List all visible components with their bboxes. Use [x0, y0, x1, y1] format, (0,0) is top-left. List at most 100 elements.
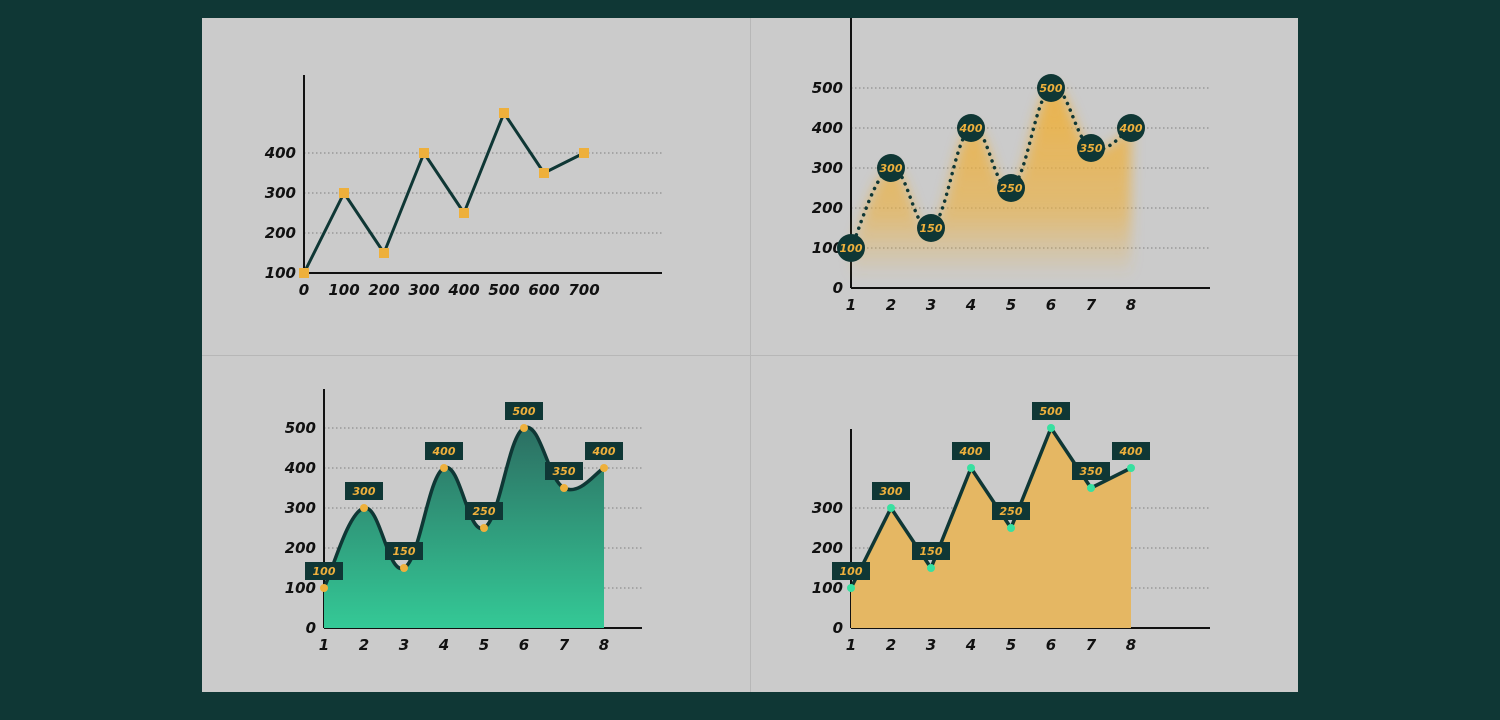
chart-4-value-label: 350	[1080, 465, 1103, 478]
chart-2-y-tick-label: 300	[812, 159, 843, 177]
chart-3-y-tick-label: 300	[285, 499, 316, 517]
chart-1-x-tick-label: 300	[408, 281, 439, 299]
chart-4-value-label: 250	[1000, 505, 1023, 518]
chart-3-value-label: 150	[393, 545, 416, 558]
chart-2-point-circle	[957, 114, 985, 142]
chart-3-point-marker	[480, 524, 488, 532]
chart-2-area-fill	[851, 87, 1131, 278]
chart-4-value-label-box	[1072, 462, 1110, 480]
chart-3-area-fill	[324, 427, 604, 628]
chart-4-value-label: 100	[840, 565, 863, 578]
chart-4-value-label: 150	[920, 545, 943, 558]
chart-4-value-label: 400	[1119, 445, 1143, 458]
chart-3-point-marker	[560, 484, 568, 492]
chart-3-y-tick-label: 0	[306, 619, 316, 637]
chart-2-value-label: 250	[1000, 182, 1023, 195]
chart-1-square-marker	[299, 268, 309, 278]
chart-2-value-label: 500	[1040, 82, 1063, 95]
chart-2-value-label: 100	[840, 242, 863, 255]
chart-2-point-marker: 350	[1077, 134, 1105, 162]
chart-2-point-circle	[1117, 114, 1145, 142]
chart-3-x-tick-label: 4	[438, 636, 449, 654]
chart-2-point-marker: 100	[837, 234, 865, 262]
chart-3-y-tick-label: 500	[285, 419, 316, 437]
chart-2-point-marker: 400	[957, 114, 985, 142]
chart-1-square-marker	[539, 168, 549, 178]
chart-4-value-label-box	[1032, 402, 1070, 420]
horizontal-divider	[202, 355, 1298, 356]
chart-3-value-label: 500	[513, 405, 536, 418]
chart-4-point-marker	[1007, 524, 1015, 532]
chart-3-y-tick-label: 200	[285, 539, 316, 557]
chart-4-value-label: 500	[1040, 405, 1063, 418]
chart-4-value-label: 400	[959, 445, 983, 458]
chart-2-y-tick-label: 500	[812, 79, 843, 97]
chart-3-x-tick-label: 8	[599, 636, 609, 654]
chart-4-x-tick-label: 7	[1086, 636, 1097, 654]
chart-4-x-tick-label: 6	[1046, 636, 1056, 654]
chart-3-y-tick-label: 400	[284, 459, 316, 477]
chart-3-value-label-box	[465, 502, 503, 520]
chart-4-y-tick-label: 300	[812, 499, 843, 517]
chart-2-value-label: 150	[920, 222, 943, 235]
chart-3-point-marker	[400, 564, 408, 572]
chart-3-value-label-box	[505, 402, 543, 420]
chart-2-value-label: 400	[959, 122, 983, 135]
chart-1-square-marker	[419, 148, 429, 158]
chart-3-x-tick-label: 7	[559, 636, 570, 654]
chart-4-point-marker	[967, 464, 975, 472]
chart-1-x-tick-label: 600	[528, 281, 559, 299]
chart-3-point-marker	[360, 504, 368, 512]
chart-2-point-circle	[917, 214, 945, 242]
chart-4-value-label-box	[872, 482, 910, 500]
chart-4-point-marker	[927, 564, 935, 572]
chart-3-value-label-box	[545, 462, 583, 480]
chart-3-x-tick-label: 5	[479, 636, 489, 654]
chart-4-value-label-box	[1112, 442, 1150, 460]
chart-3-value-label: 400	[432, 445, 456, 458]
chart-3-point-marker	[520, 424, 528, 432]
chart-4-x-tick-label: 2	[886, 636, 896, 654]
chart-1-y-tick-label: 400	[264, 144, 296, 162]
chart-2-point-marker: 400	[1117, 114, 1145, 142]
chart-1-x-tick-label: 500	[488, 281, 519, 299]
chart-2-value-label: 400	[1119, 122, 1143, 135]
chart-2-y-tick-label: 0	[833, 279, 843, 297]
chart-3-value-label: 250	[473, 505, 496, 518]
chart-3-value-label-box	[305, 562, 343, 580]
chart-1-square-marker	[499, 108, 509, 118]
chart-2-point-circle	[877, 154, 905, 182]
chart-1-square-marker	[579, 148, 589, 158]
chart-board: 100 200 300 400 0 100 200 300 400 500 600 700 0 100 20…	[202, 18, 1298, 692]
chart-1-y-tick-label: 300	[265, 184, 296, 202]
chart-1-square-marker	[339, 188, 349, 198]
chart-3-value-label: 300	[353, 485, 376, 498]
chart-3-point-marker	[320, 584, 328, 592]
chart-3-value-label: 100	[313, 565, 336, 578]
chart-3-x-tick-label: 2	[359, 636, 369, 654]
chart-2-x-tick-label: 5	[1006, 296, 1016, 314]
chart-2-value-label: 300	[880, 162, 903, 175]
chart-3-value-label-box	[385, 542, 423, 560]
chart-3-x-tick-label: 6	[519, 636, 529, 654]
chart-1-x-tick-label: 200	[368, 281, 399, 299]
chart-2-y-tick-label: 100	[812, 239, 843, 257]
chart-4-y-tick-label: 200	[812, 539, 843, 557]
chart-2-x-tick-label: 2	[886, 296, 896, 314]
chart-4-y-tick-label: 0	[833, 619, 843, 637]
chart-2-point-marker: 300	[877, 154, 905, 182]
chart-3-value-label: 350	[553, 465, 576, 478]
chart-1-series-line	[302, 111, 585, 274]
chart-2-x-tick-label: 7	[1086, 296, 1097, 314]
chart-4-x-tick-label: 1	[846, 636, 856, 654]
chart-1-y-tick-label: 100	[265, 264, 296, 282]
chart-2-point-circle	[997, 174, 1025, 202]
chart-3-x-tick-label: 1	[319, 636, 329, 654]
chart-4-x-tick-label: 8	[1126, 636, 1136, 654]
chart-4-x-tick-label: 5	[1006, 636, 1016, 654]
chart-4-x-tick-label: 3	[926, 636, 936, 654]
chart-4-value-label-box	[912, 542, 950, 560]
chart-3-y-tick-label: 100	[285, 579, 316, 597]
chart-2-value-label: 350	[1080, 142, 1103, 155]
